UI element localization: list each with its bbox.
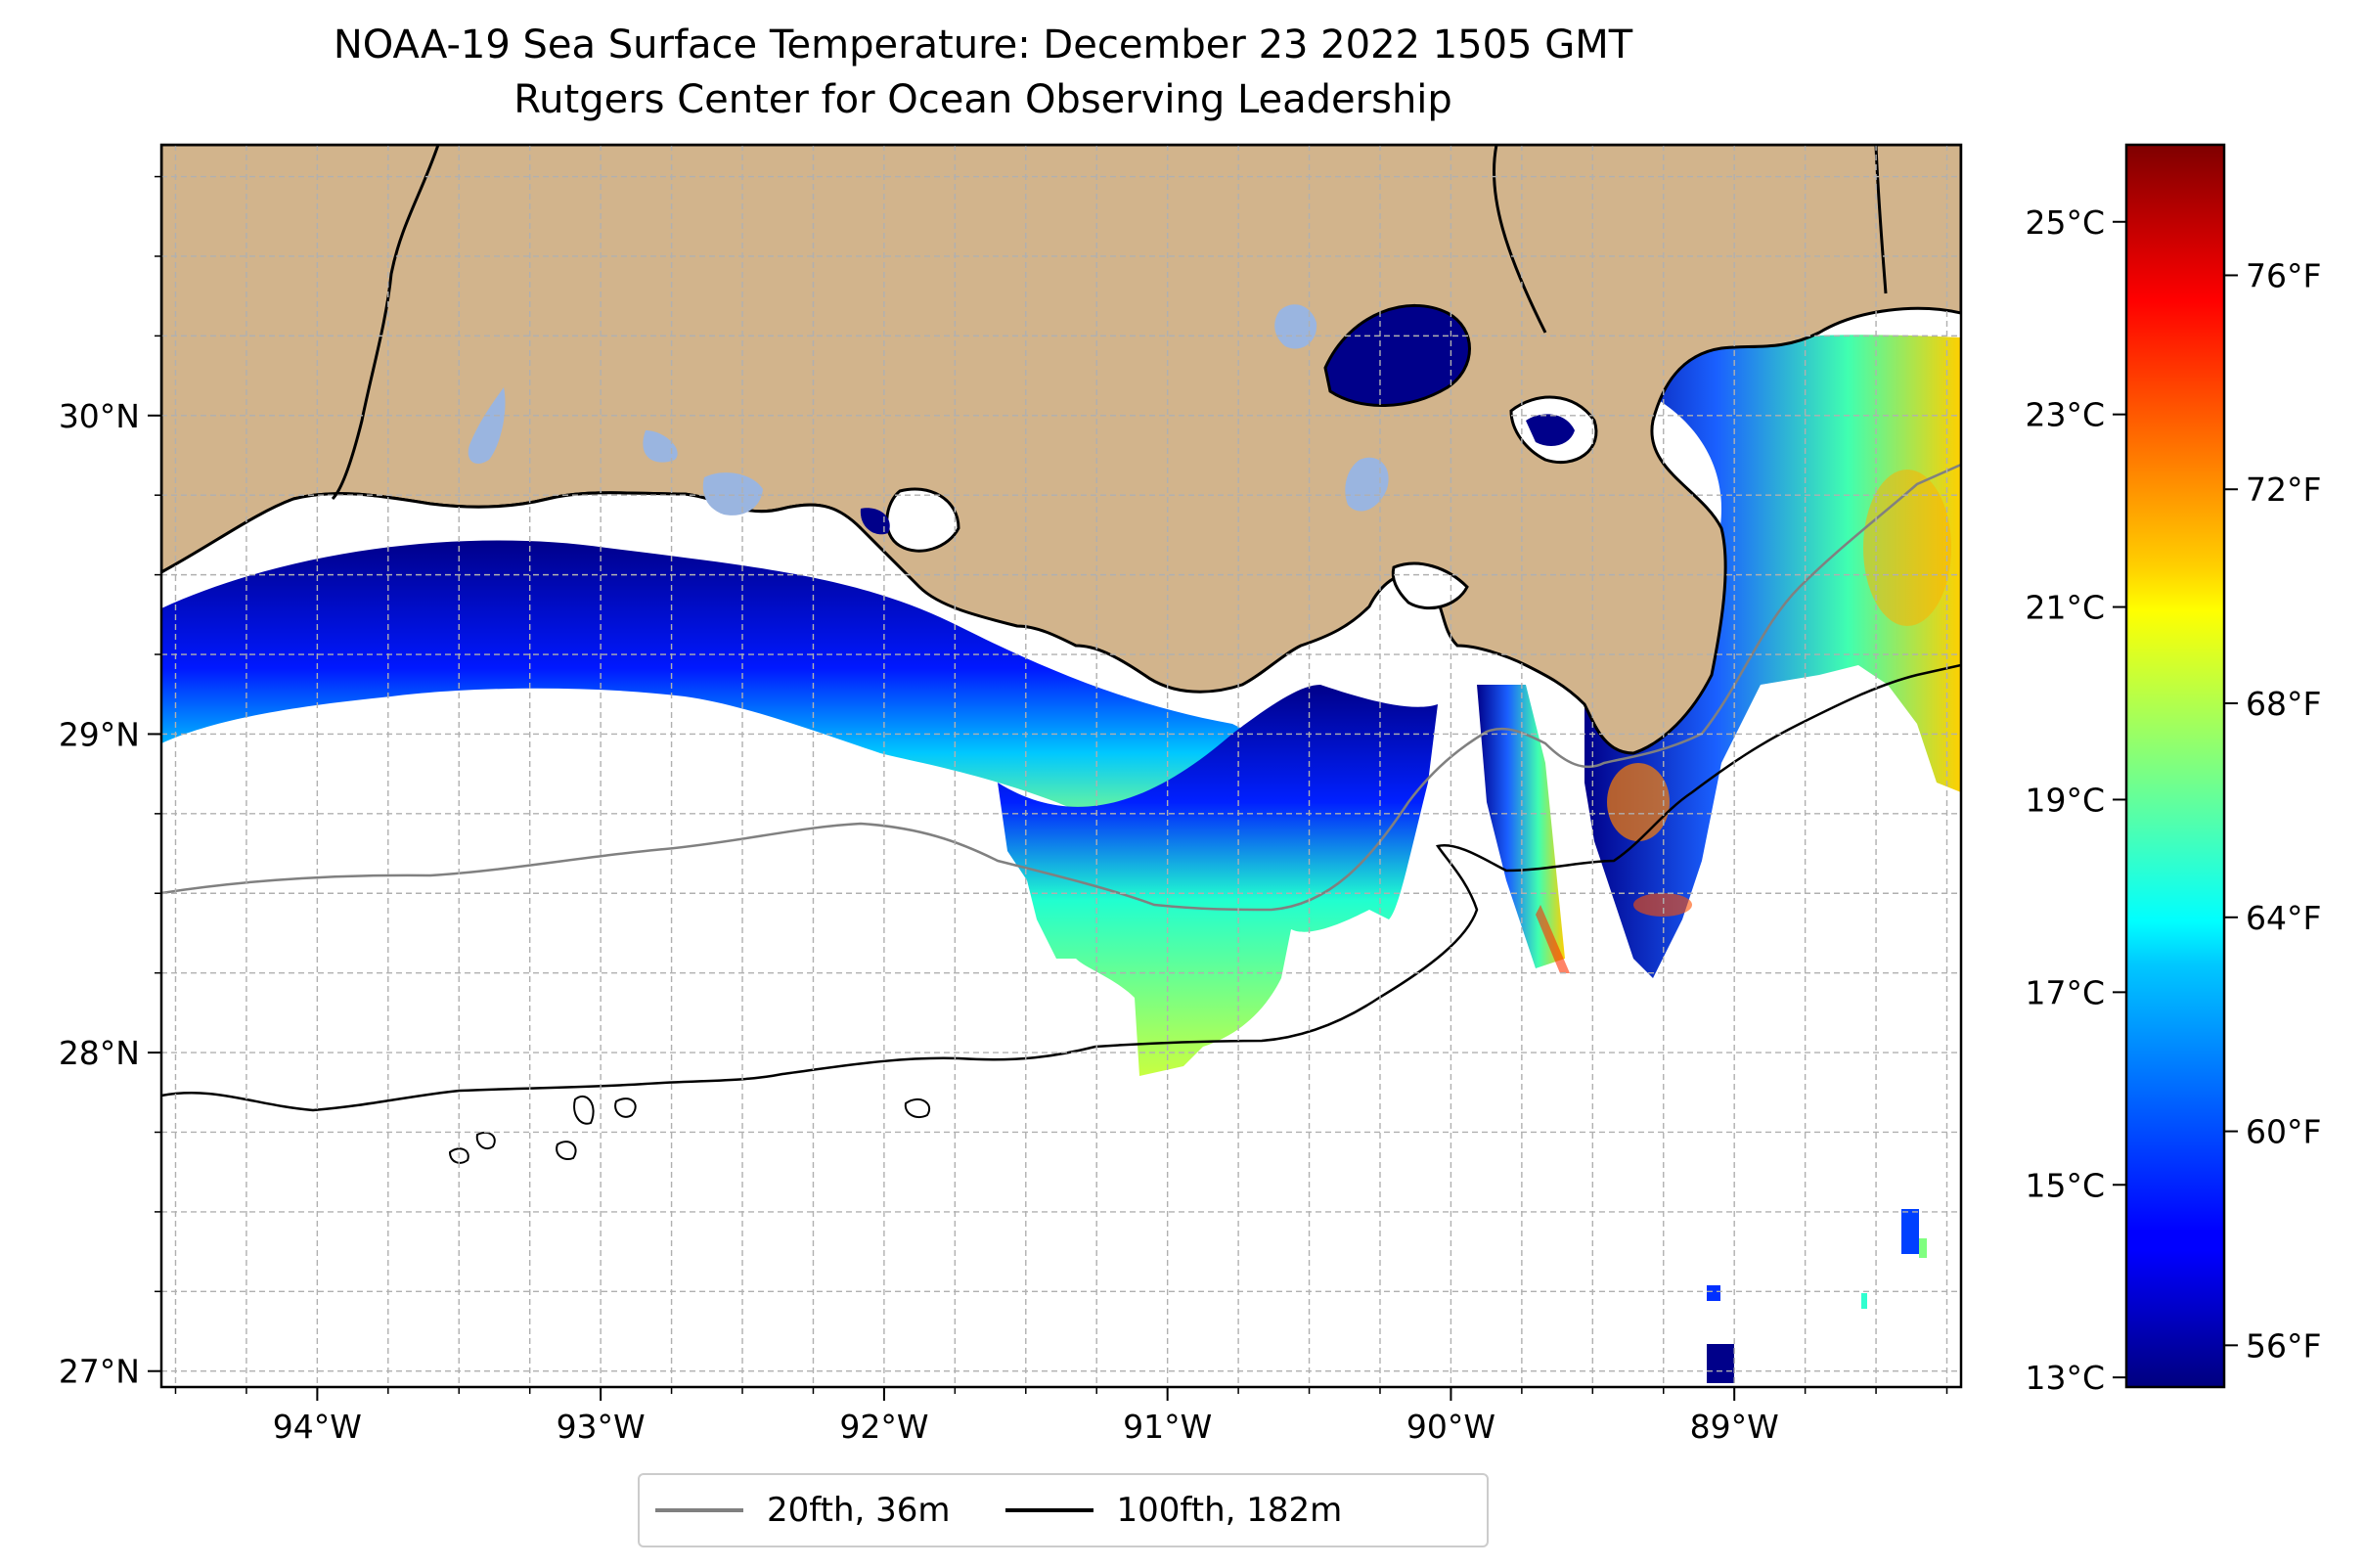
lake-pontchartrain xyxy=(1323,304,1471,407)
cb-label-fahrenheit: 72°F xyxy=(2246,470,2321,509)
legend-line-20fth xyxy=(655,1508,743,1512)
lon-tick-label: 92°W xyxy=(839,1408,928,1446)
nodata-coastal-band xyxy=(161,492,861,606)
lake-salvador xyxy=(1345,457,1389,512)
lon-tick-label: 93°W xyxy=(557,1408,646,1446)
cb-label-celsius: 17°C xyxy=(2025,973,2105,1011)
cb-label-fahrenheit: 76°F xyxy=(2246,256,2321,294)
legend-line-100fth xyxy=(1004,1508,1093,1512)
lon-tick-label: 94°W xyxy=(273,1408,362,1446)
cb-label-celsius: 25°C xyxy=(2025,203,2105,242)
cb-label-fahrenheit: 56°F xyxy=(2246,1326,2321,1365)
cb-label-celsius: 13°C xyxy=(2025,1359,2105,1397)
lat-tick-label: 30°N xyxy=(59,397,140,435)
legend-label-20fth: 20fth, 36m xyxy=(767,1491,951,1530)
sst-swath-central xyxy=(998,685,1438,1076)
cb-label-fahrenheit: 68°F xyxy=(2246,685,2321,723)
colorbar-ticks: 13°C 15°C 17°C 19°C 21°C 23°C 25°C 56°F 60°F 64°F… xyxy=(2025,203,2321,1397)
gridlines xyxy=(161,145,1961,1387)
isobath-legend: 20fth, 36m 100fth, 182m xyxy=(638,1473,1489,1547)
cb-label-celsius: 23°C xyxy=(2025,396,2105,434)
sst-swath-west xyxy=(161,540,1272,825)
cb-label-celsius: 21°C xyxy=(2025,589,2105,627)
isobath-100fth xyxy=(161,663,1961,1112)
legend-item-20fth: 20fth, 36m xyxy=(655,1491,951,1530)
lon-tick-label: 90°W xyxy=(1406,1408,1495,1446)
cb-label-fahrenheit: 60°F xyxy=(2246,1113,2321,1151)
cb-label-celsius: 15°C xyxy=(2025,1166,2105,1204)
map-subtitle: Rutgers Center for Ocean Observing Leade… xyxy=(513,77,1452,122)
cb-label-fahrenheit: 64°F xyxy=(2246,899,2321,937)
lake-calcasieu xyxy=(468,387,506,465)
map-frame xyxy=(159,143,1963,1389)
axis-ticks: 94°W 93°W 92°W 91°W 90°W 89°W 27°N 28°N 29°N 30°N xyxy=(59,175,1948,1446)
lon-tick-label: 91°W xyxy=(1123,1408,1212,1446)
lake-grand xyxy=(702,472,763,515)
lat-tick-label: 27°N xyxy=(59,1353,140,1391)
lake-maurepas xyxy=(1274,304,1317,349)
lat-tick-label: 28°N xyxy=(59,1034,140,1072)
lake-white xyxy=(643,430,678,463)
legend-label-100fth: 100fth, 182m xyxy=(1116,1491,1343,1530)
lat-tick-label: 29°N xyxy=(59,715,140,753)
map-title: NOAA-19 Sea Surface Temperature: Decembe… xyxy=(333,22,1633,67)
map-canvas xyxy=(161,145,1961,1387)
colorbar xyxy=(2124,143,2226,1389)
legend-item-100fth: 100fth, 182m xyxy=(1004,1491,1343,1530)
cb-label-celsius: 19°C xyxy=(2025,781,2105,819)
lon-tick-label: 89°W xyxy=(1690,1408,1779,1446)
sst-swath-birdsfoot xyxy=(1477,685,1565,968)
